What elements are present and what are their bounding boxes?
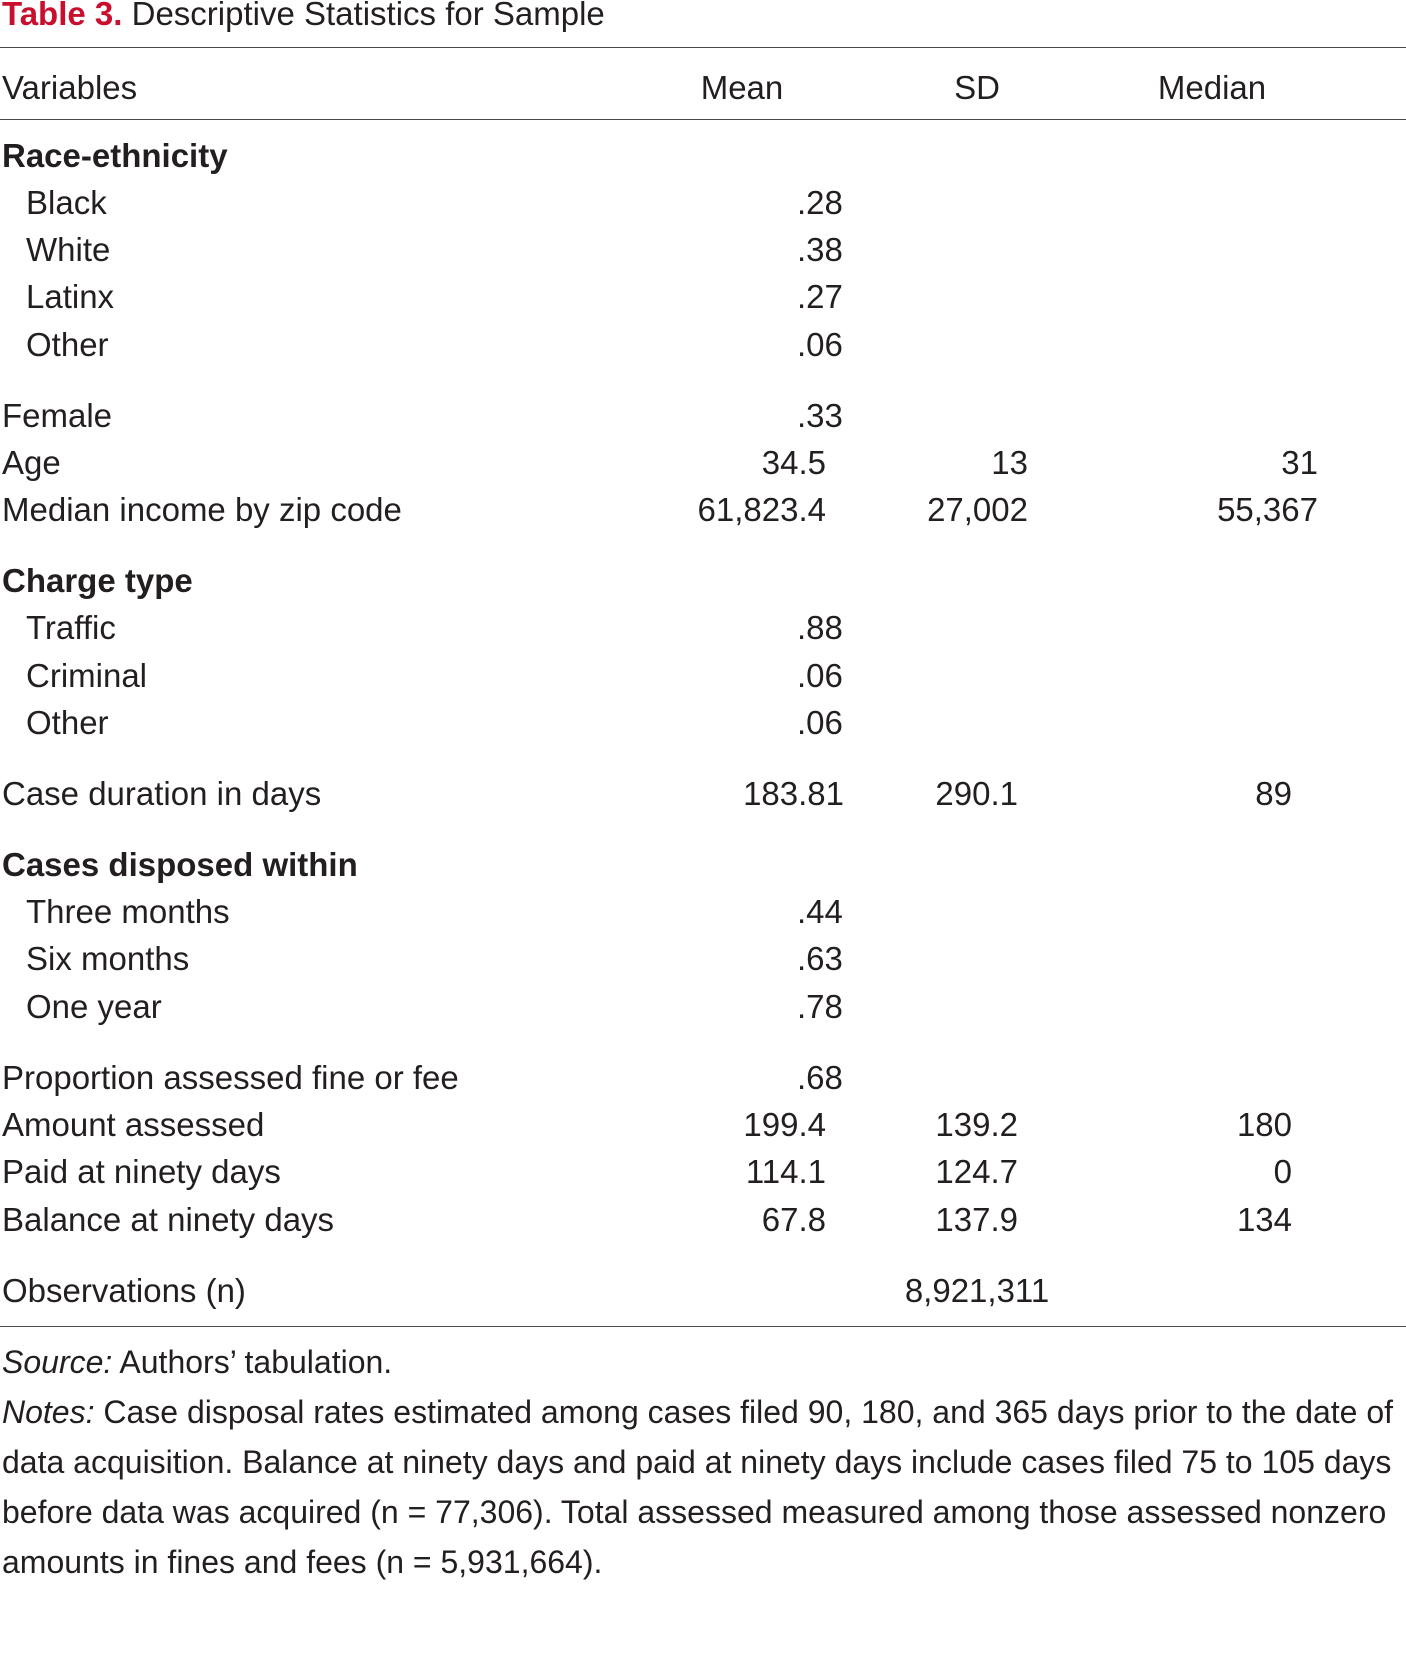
- row-label: One year: [26, 988, 162, 1025]
- row-label: Balance at ninety days: [2, 1201, 335, 1238]
- section-heading-charge: Charge type: [0, 556, 1406, 606]
- mean-value: 183.81: [743, 775, 844, 812]
- median-value: 31: [1281, 444, 1318, 481]
- row-label: Three months: [26, 893, 230, 930]
- header-rule: [0, 119, 1406, 120]
- row-label: Criminal: [26, 657, 148, 694]
- table-row-proportion-fee: Proportion assessed fine or fee .68: [0, 1053, 1406, 1103]
- table-row-observations: Observations (n) 8,921,311: [0, 1266, 1406, 1316]
- table-row-charge-other: Other .06: [0, 698, 1406, 748]
- table-row-age: Age 34.5 13 31: [0, 438, 1406, 488]
- table-row-amount: Amount assessed 199.4 139.2 180: [0, 1100, 1406, 1150]
- table-caption: Descriptive Statistics for Sample: [131, 0, 605, 32]
- column-header-variables: Variables: [2, 69, 138, 106]
- row-label: Black: [26, 184, 107, 221]
- table-row-one-year: One year .78: [0, 982, 1406, 1032]
- top-rule: [0, 47, 1406, 48]
- sd-value: 27,002: [927, 491, 1028, 528]
- mean-value: 61,823.4: [697, 491, 826, 528]
- mean-value: .06: [797, 326, 843, 363]
- row-label: White: [26, 231, 111, 268]
- mean-value: .38: [797, 231, 843, 268]
- row-label: Other: [26, 704, 109, 741]
- section-label: Race-ethnicity: [2, 137, 228, 174]
- mean-value: .33: [797, 397, 843, 434]
- row-label: Other: [26, 326, 109, 363]
- table-title: Table 3. Descriptive Statistics for Samp…: [2, 0, 605, 34]
- mean-value: .44: [797, 893, 843, 930]
- row-label: Case duration in days: [2, 775, 322, 812]
- sd-value: 137.9: [935, 1201, 1018, 1238]
- mean-value: 199.4: [743, 1106, 826, 1143]
- median-value: 0: [1273, 1153, 1292, 1190]
- mean-value: .27: [797, 278, 843, 315]
- row-label: Six months: [26, 940, 190, 977]
- row-label: Age: [2, 444, 61, 481]
- section-heading-race: Race-ethnicity: [0, 131, 1406, 181]
- row-label: Observations (n): [2, 1272, 246, 1309]
- table-row-white: White .38: [0, 225, 1406, 275]
- sd-value: 124.7: [935, 1153, 1018, 1190]
- table-row-income: Median income by zip code 61,823.4 27,00…: [0, 485, 1406, 535]
- mean-value: .68: [797, 1059, 843, 1096]
- row-label: Amount assessed: [2, 1106, 265, 1143]
- column-header-sd: SD: [954, 69, 1000, 106]
- source-label: Source:: [2, 1344, 113, 1380]
- observations-value: 8,921,311: [904, 1272, 1050, 1309]
- table-row-black: Black .28: [0, 178, 1406, 228]
- table-row-traffic: Traffic .88: [0, 603, 1406, 653]
- table-row-balance: Balance at ninety days 67.8 137.9 134: [0, 1195, 1406, 1245]
- table-number: Table 3.: [2, 0, 123, 32]
- mean-value: .06: [797, 704, 843, 741]
- table-row-six-months: Six months .63: [0, 934, 1406, 984]
- mean-value: 67.8: [761, 1201, 826, 1238]
- median-value: 134: [1236, 1201, 1292, 1238]
- table-row-three-months: Three months .44: [0, 887, 1406, 937]
- section-label: Cases disposed within: [2, 846, 358, 883]
- row-label: Latinx: [26, 278, 115, 315]
- mean-value: .88: [797, 609, 843, 646]
- table-row-paid: Paid at ninety days 114.1 124.7 0: [0, 1147, 1406, 1197]
- mean-value: .06: [797, 657, 843, 694]
- table-row-criminal: Criminal .06: [0, 651, 1406, 701]
- row-label: Paid at ninety days: [2, 1153, 281, 1190]
- mean-value: .78: [797, 988, 843, 1025]
- section-heading-disposed: Cases disposed within: [0, 840, 1406, 890]
- row-label: Traffic: [26, 609, 116, 646]
- median-value: 89: [1255, 775, 1292, 812]
- table-row-female: Female .33: [0, 391, 1406, 441]
- source-text: Authors’ tabulation.: [119, 1344, 393, 1380]
- sd-value: 139.2: [935, 1106, 1018, 1143]
- mean-value: 114.1: [745, 1153, 826, 1190]
- column-header-median: Median: [1157, 69, 1267, 106]
- notes-text: Case disposal rates estimated among case…: [2, 1394, 1394, 1580]
- mean-value: .63: [797, 940, 843, 977]
- section-label: Charge type: [2, 562, 193, 599]
- mean-value: .28: [797, 184, 843, 221]
- median-value: 180: [1236, 1106, 1292, 1143]
- row-label: Female: [2, 397, 113, 434]
- row-label: Proportion assessed fine or fee: [2, 1059, 459, 1096]
- table-row-latinx: Latinx .27: [0, 272, 1406, 322]
- notes-paragraph: Notes: Case disposal rates estimated amo…: [2, 1387, 1402, 1587]
- sd-value: 13: [991, 444, 1028, 481]
- table-row-race-other: Other .06: [0, 320, 1406, 370]
- bottom-rule: [0, 1326, 1406, 1327]
- column-header-mean: Mean: [700, 69, 784, 106]
- notes-label: Notes:: [2, 1394, 95, 1430]
- table-row-duration: Case duration in days 183.81 290.1 89: [0, 769, 1406, 819]
- median-value: 55,367: [1217, 491, 1318, 528]
- sd-value: 290.1: [935, 775, 1018, 812]
- table-notes: Source: Authors’ tabulation. Notes: Case…: [2, 1337, 1402, 1587]
- source-note: Source: Authors’ tabulation.: [2, 1337, 1402, 1387]
- row-label: Median income by zip code: [2, 491, 402, 528]
- mean-value: 34.5: [761, 444, 826, 481]
